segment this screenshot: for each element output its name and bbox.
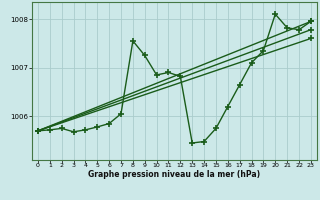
X-axis label: Graphe pression niveau de la mer (hPa): Graphe pression niveau de la mer (hPa) — [88, 170, 260, 179]
